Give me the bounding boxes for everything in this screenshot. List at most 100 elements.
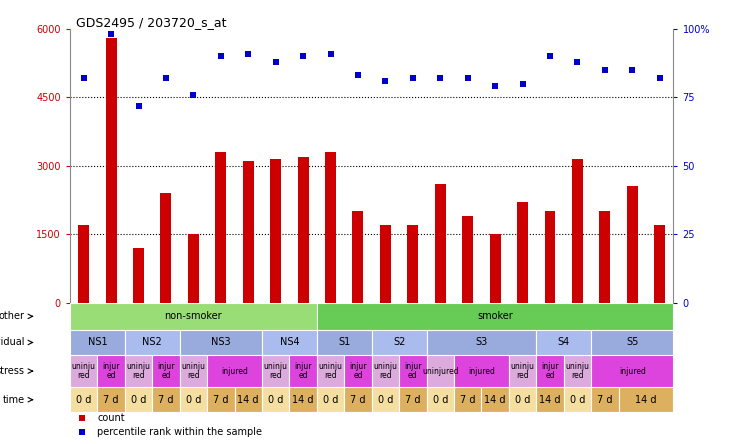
Text: 7 d: 7 d <box>597 395 612 405</box>
Bar <box>262 330 316 355</box>
Bar <box>297 157 308 303</box>
Bar <box>564 355 591 387</box>
Text: NS3: NS3 <box>211 337 230 348</box>
Bar <box>316 387 344 412</box>
Text: S4: S4 <box>558 337 570 348</box>
Bar <box>599 211 610 303</box>
Text: uninju
red: uninju red <box>565 362 590 380</box>
Bar <box>207 355 262 387</box>
Bar <box>133 248 144 303</box>
Bar <box>454 355 509 387</box>
Bar <box>262 387 289 412</box>
Text: 0 d: 0 d <box>131 395 146 405</box>
Text: uninju
red: uninju red <box>373 362 397 380</box>
Text: 14 d: 14 d <box>539 395 561 405</box>
Bar <box>180 330 262 355</box>
Text: percentile rank within the sample: percentile rank within the sample <box>97 428 262 437</box>
Text: uninju
red: uninju red <box>127 362 150 380</box>
Bar <box>353 211 364 303</box>
Bar <box>372 387 399 412</box>
Bar <box>545 211 556 303</box>
Text: GDS2495 / 203720_s_at: GDS2495 / 203720_s_at <box>76 16 227 29</box>
Text: injur
ed: injur ed <box>102 362 120 380</box>
Bar <box>380 225 391 303</box>
Bar <box>372 355 399 387</box>
Text: injur
ed: injur ed <box>294 362 312 380</box>
Bar <box>427 387 454 412</box>
Bar <box>180 387 207 412</box>
Bar <box>160 193 171 303</box>
Text: stress: stress <box>0 366 24 376</box>
Text: 0 d: 0 d <box>268 395 283 405</box>
Text: 14 d: 14 d <box>635 395 657 405</box>
Bar <box>454 387 481 412</box>
Text: 0 d: 0 d <box>515 395 530 405</box>
Bar <box>316 355 344 387</box>
Text: 0 d: 0 d <box>570 395 585 405</box>
Bar <box>70 355 97 387</box>
Text: injur
ed: injur ed <box>404 362 422 380</box>
Text: non-smoker: non-smoker <box>165 311 222 321</box>
Bar <box>372 330 427 355</box>
Text: injur
ed: injur ed <box>541 362 559 380</box>
Bar <box>78 225 89 303</box>
Bar <box>216 152 226 303</box>
Bar <box>627 186 638 303</box>
Text: 7 d: 7 d <box>350 395 366 405</box>
Bar <box>325 152 336 303</box>
Text: uninju
red: uninju red <box>511 362 534 380</box>
Bar <box>427 330 537 355</box>
Bar <box>591 330 673 355</box>
Text: uninju
red: uninju red <box>181 362 205 380</box>
Bar <box>243 161 254 303</box>
Bar <box>235 387 262 412</box>
Bar <box>481 387 509 412</box>
Text: time: time <box>2 395 24 405</box>
Bar <box>70 387 97 412</box>
Bar <box>125 330 180 355</box>
Text: injured: injured <box>468 367 495 376</box>
Bar <box>70 303 316 330</box>
Text: 14 d: 14 d <box>292 395 314 405</box>
Bar <box>618 387 673 412</box>
Bar <box>399 355 427 387</box>
Bar <box>572 159 583 303</box>
Text: S2: S2 <box>393 337 406 348</box>
Bar <box>344 355 372 387</box>
Bar <box>509 355 537 387</box>
Bar <box>97 387 125 412</box>
Text: uninju
red: uninju red <box>71 362 96 380</box>
Text: 0 d: 0 d <box>185 395 201 405</box>
Text: uninju
red: uninju red <box>319 362 342 380</box>
Bar <box>462 216 473 303</box>
Bar <box>289 387 316 412</box>
Bar <box>180 355 207 387</box>
Text: 0 d: 0 d <box>323 395 339 405</box>
Bar <box>125 355 152 387</box>
Bar <box>427 355 454 387</box>
Text: NS4: NS4 <box>280 337 300 348</box>
Text: S3: S3 <box>475 337 487 348</box>
Text: 0 d: 0 d <box>378 395 393 405</box>
Text: individual: individual <box>0 337 24 348</box>
Bar <box>435 184 446 303</box>
Text: 14 d: 14 d <box>484 395 506 405</box>
Text: NS1: NS1 <box>88 337 107 348</box>
Text: 7 d: 7 d <box>158 395 174 405</box>
Bar <box>517 202 528 303</box>
Bar <box>262 355 289 387</box>
Bar <box>564 387 591 412</box>
Bar <box>289 355 316 387</box>
Bar <box>316 303 673 330</box>
Text: 14 d: 14 d <box>238 395 259 405</box>
Text: 7 d: 7 d <box>405 395 420 405</box>
Bar <box>188 234 199 303</box>
Text: S5: S5 <box>626 337 638 348</box>
Bar <box>97 355 125 387</box>
Text: 7 d: 7 d <box>103 395 118 405</box>
Bar <box>509 387 537 412</box>
Bar <box>125 387 152 412</box>
Text: uninju
red: uninju red <box>263 362 288 380</box>
Bar <box>344 387 372 412</box>
Text: smoker: smoker <box>477 311 513 321</box>
